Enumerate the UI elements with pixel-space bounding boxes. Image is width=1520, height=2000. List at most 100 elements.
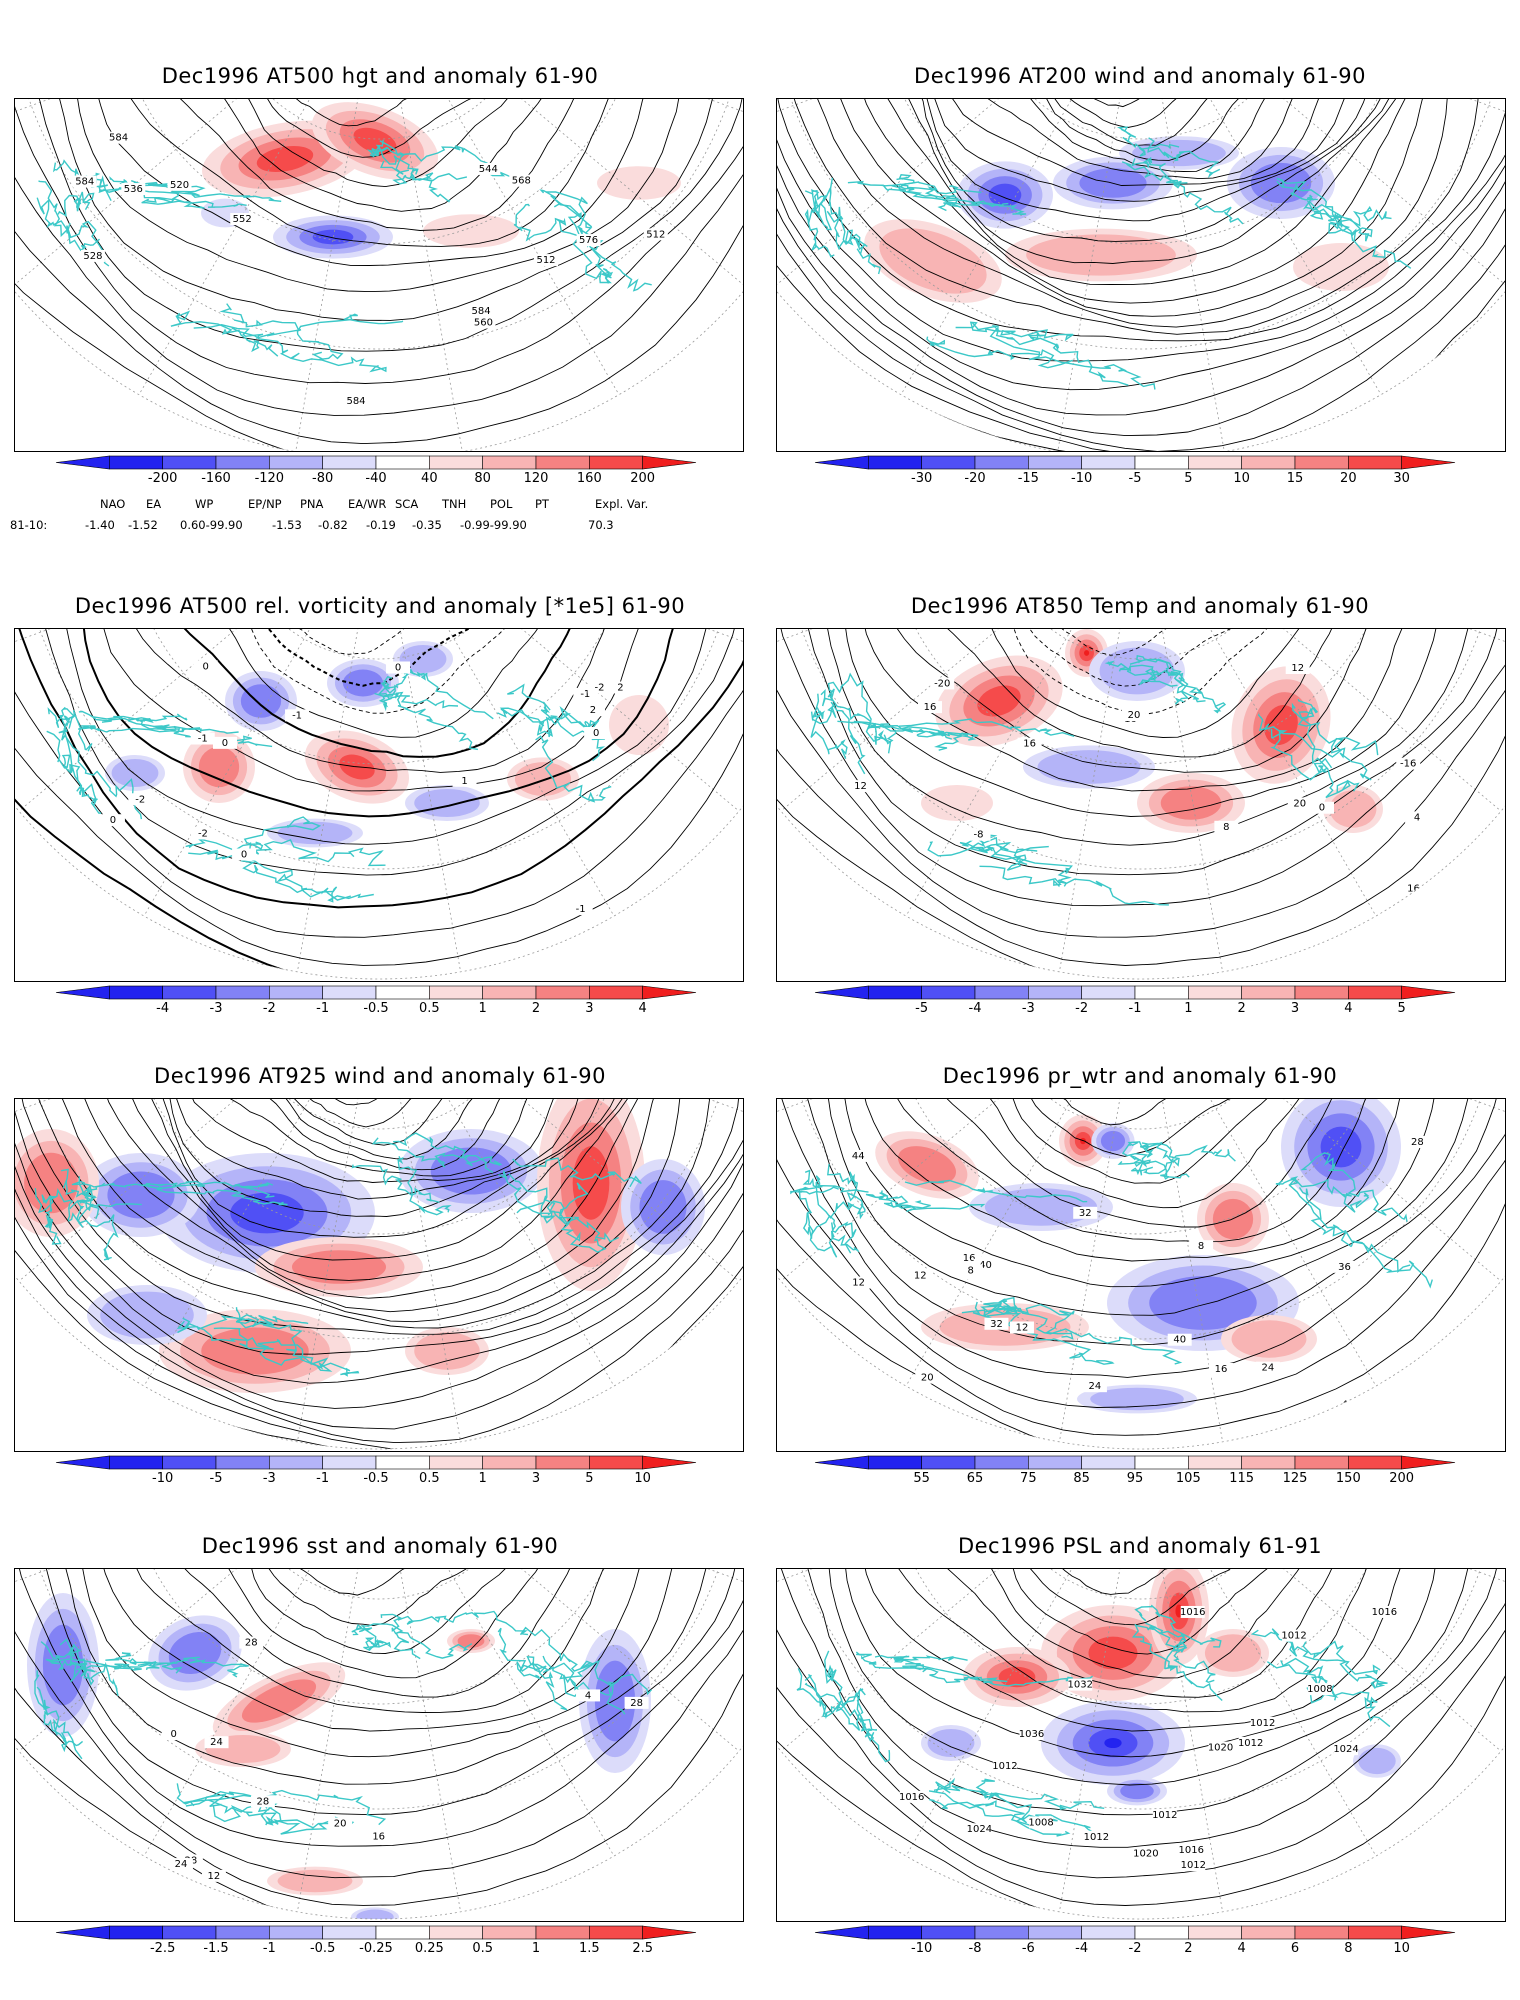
contour-label-bg [328, 1817, 353, 1830]
coastline [1288, 1176, 1433, 1289]
latitude-gridline [875, 99, 1407, 245]
contour-label: 24 [1261, 1363, 1274, 1374]
contour-label-bg [1214, 820, 1239, 833]
colorbar-tick-label: -1 [263, 1941, 276, 1956]
contour-label: 24 [1089, 1381, 1102, 1392]
map-svg: 283240448121620243640121681224324016 [777, 1099, 1505, 1450]
coastline [827, 672, 892, 754]
coastline [1300, 1152, 1408, 1222]
contour-label-bg [1396, 757, 1421, 770]
colorbar-segment [589, 985, 643, 1000]
colorbar-segment [1294, 985, 1349, 1000]
map-title: Dec1996 AT200 wind and anomaly 61-90 [914, 64, 1366, 88]
map-svg [777, 99, 1505, 451]
contour-label: 1012 [1281, 1631, 1306, 1642]
coastline [1257, 713, 1372, 781]
latitude-gridline [113, 99, 645, 245]
colorbar-segment [1134, 1455, 1189, 1470]
map-area: 1012 1016 1020 1024 1032 1036 1008 1012 1016 1020… [776, 1568, 1506, 1922]
contour-line [118, 629, 618, 773]
contour-label: 1024 [967, 1824, 992, 1835]
colorbar-tick-label: 30 [1393, 471, 1410, 486]
coastline [393, 1132, 502, 1167]
coastline [926, 336, 1074, 369]
contour-line [949, 99, 1313, 180]
contour-label-bg [1073, 1206, 1098, 1219]
positive-anomaly-area [1264, 705, 1298, 745]
map-title: Dec1996 AT500 rel. vorticity and anomaly… [74, 594, 686, 618]
contour-label: 568 [512, 176, 531, 187]
contour-label: -1 [198, 734, 208, 745]
coastline [38, 180, 100, 252]
contour-label-bg [624, 1696, 649, 1709]
index-header: EP/NP [248, 497, 282, 511]
index-header: EA [146, 497, 162, 511]
index-value: -0.99-99.90 [460, 518, 527, 532]
contour-label-bg [201, 1869, 226, 1882]
contour-label: 576 [579, 235, 598, 246]
coastline [188, 849, 352, 901]
contour-label: 1032 [1068, 1680, 1093, 1691]
colorbar-lower-arrow [55, 1925, 110, 1940]
colorbar-segment [1241, 1455, 1296, 1470]
contour-label-bg [1209, 1362, 1234, 1375]
coastline [905, 1663, 1008, 1684]
contour-label: -2 [595, 682, 605, 693]
colorbar-segment [921, 455, 976, 470]
contour-line [254, 1099, 508, 1146]
coastline [880, 723, 979, 741]
contour-label-bg [167, 178, 192, 191]
contour-label: 32 [1079, 1208, 1092, 1219]
index-row-label: 81-10: [10, 518, 48, 532]
longitude-gridline [1140, 1099, 1232, 1449]
coastline [802, 1169, 864, 1220]
colorbar-segment [868, 1925, 922, 1940]
coastline [865, 1190, 986, 1213]
positive-anomaly-area [457, 1634, 485, 1648]
contour-line [777, 1099, 1505, 1408]
coastline [374, 691, 479, 751]
coastline [804, 1673, 877, 1731]
contour-label: -1 [576, 904, 586, 915]
colorbar-tick-label: -80 [312, 471, 333, 486]
coastline [810, 693, 866, 775]
contour-line [879, 1099, 1381, 1243]
contour-line [15, 99, 743, 384]
contour-label: 2 [617, 683, 623, 694]
longitude-gridline [1050, 1099, 1142, 1449]
contour-label: 552 [233, 214, 252, 225]
coastline [828, 177, 868, 250]
contour-label: 0 [1319, 803, 1325, 814]
contour-label: 12 [1016, 1323, 1029, 1334]
contour-label: 1012 [1152, 1810, 1177, 1821]
colorbar-tick-label: -1 [1129, 1001, 1142, 1016]
index-header: NAO [100, 497, 126, 511]
contour-line [15, 1099, 743, 1409]
contour-line [1012, 1569, 1295, 1626]
coastline [936, 1784, 1105, 1811]
contour-label: 1020 [1208, 1743, 1233, 1754]
contour-label-bg [1377, 926, 1402, 939]
contour-label-bg [476, 162, 501, 175]
coastline [219, 303, 404, 332]
contour-label-bg [1009, 1321, 1034, 1334]
contour-label: -16 [1400, 759, 1416, 770]
contour-line [819, 1099, 1478, 1316]
longitude-gridline [1140, 1099, 1400, 1427]
colorbar-segment [482, 1455, 537, 1470]
longitude-gridline [15, 1569, 380, 1782]
contour-label-bg [846, 1276, 871, 1289]
negative-anomaly-area [1358, 1747, 1396, 1775]
contour-label: 0 [202, 661, 208, 672]
contour-label: 32 [990, 1319, 1003, 1330]
hemisphere-disc: 512 512 520 528 536 544 552 560 568 576 584 584 584 5… [15, 99, 743, 451]
contour-label-bg [1334, 1743, 1359, 1756]
colorbar-tick-label: 55 [913, 1471, 930, 1486]
colorbar-lower-arrow [55, 985, 110, 1000]
contour-line [777, 99, 1505, 437]
longitude-gridline [777, 629, 1142, 842]
longitude-gridline [15, 1099, 380, 1312]
contour-label: 584 [346, 396, 365, 407]
contour-line [975, 1569, 1310, 1655]
